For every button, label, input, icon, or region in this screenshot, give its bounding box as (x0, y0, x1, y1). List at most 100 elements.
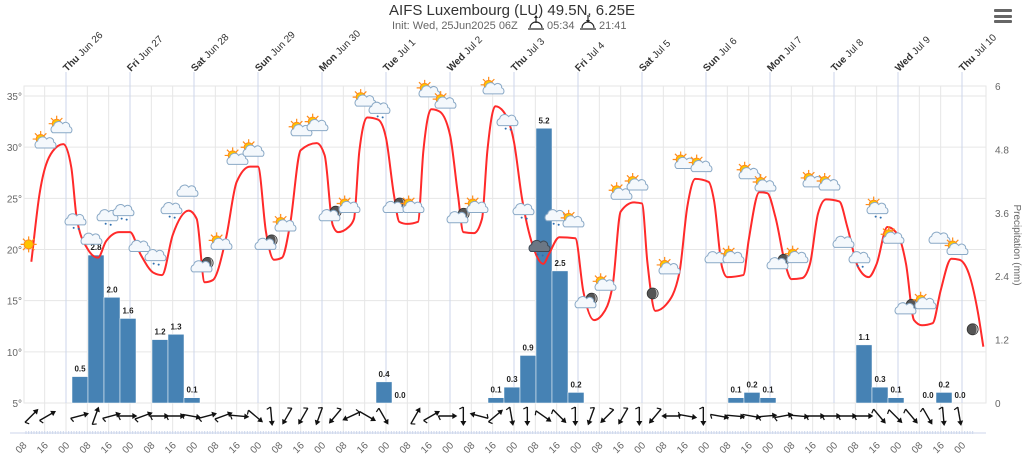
cloud-icon (832, 235, 855, 248)
hour-tick-label: 16 (931, 440, 947, 456)
precipitation-bar (71, 376, 89, 404)
precipitation-bar (119, 318, 137, 404)
rain-icon (120, 217, 128, 221)
hour-tick-label: 00 (120, 440, 136, 456)
sun-icon (20, 235, 38, 253)
wind-barb (938, 406, 943, 410)
wind-arrow-head (314, 419, 321, 426)
wind-barb (725, 414, 729, 420)
wind-barb (317, 406, 323, 409)
wind-barb (486, 413, 489, 419)
cloud-icon (80, 232, 103, 245)
wind-arrow-icon (375, 407, 389, 425)
wind-barb (246, 410, 250, 415)
wind-barb (757, 416, 762, 421)
wind-barb (919, 407, 924, 413)
day-label: MonJul 7 (765, 34, 805, 74)
sun-cloud-icon (272, 213, 297, 232)
precipitation-bar (871, 386, 889, 404)
precipitation-bar (727, 397, 745, 404)
rain-icon (376, 115, 384, 119)
wind-arrow-icon (314, 406, 324, 426)
wind-barb (837, 415, 841, 421)
wind-barb (102, 417, 107, 423)
wind-arrow-head (83, 411, 89, 418)
hour-tick-label: 08 (846, 440, 862, 456)
cloud-rain-icon (848, 251, 871, 268)
day-label-date: Jun 28 (202, 32, 231, 61)
wind-arrow-icon (134, 411, 153, 423)
day-label-date: Jun 26 (76, 30, 105, 59)
wind-barb (677, 414, 681, 419)
wind-arrow-icon (70, 411, 89, 423)
precipitation-bar-label: 0.1 (490, 386, 502, 395)
moon-icon (646, 287, 659, 300)
left-axis-tick: 5° (12, 399, 22, 410)
precipitation-bar-label: 5.2 (538, 116, 550, 125)
wind-barb (287, 407, 292, 409)
cloud-icon (690, 159, 713, 173)
day-label: TueJul 1 (381, 37, 418, 74)
cloud-icon (754, 179, 777, 192)
cloud-icon (112, 204, 135, 217)
precipitation-bar (567, 392, 585, 404)
hour-tick-label: 16 (675, 440, 691, 456)
day-label-weekday: Sun (253, 53, 274, 74)
hour-tick-label: 08 (910, 440, 926, 456)
wind-arrow-head (691, 413, 698, 420)
wind-barb (609, 407, 614, 411)
cloud-icon (176, 184, 199, 197)
day-label: FriJul 4 (573, 40, 607, 74)
day-label-weekday: Tue (381, 54, 401, 74)
wind-arrow-icon (886, 409, 903, 424)
hour-tick-label: 16 (227, 440, 243, 456)
wind-arrow-icon (757, 412, 778, 421)
hour-tick-label: 00 (632, 440, 648, 456)
wind-arrow-icon (410, 407, 421, 425)
day-label-weekday: Thu (61, 53, 82, 74)
cloud-icon (946, 242, 969, 255)
day-label-weekday: Thu (509, 53, 530, 74)
precipitation-bar-label: 0.1 (730, 386, 742, 395)
cloud-rain-icon (64, 213, 87, 230)
wind-arrow-head (560, 417, 567, 424)
hour-tick-label: 16 (163, 440, 179, 456)
hour-tick-label: 08 (334, 440, 350, 456)
cloud-icon (446, 211, 469, 224)
day-label-date: Jun 30 (334, 28, 363, 57)
right-axis-tick: 0 (995, 399, 1001, 410)
hour-tick-label: 16 (547, 440, 563, 456)
precipitation-bar (551, 270, 569, 404)
wind-arrows (24, 406, 964, 426)
sunrise-icon (528, 15, 544, 30)
day-label: SunJul 6 (701, 36, 740, 75)
wind-arrow-head (460, 421, 467, 426)
day-label-date: Jul 7 (782, 34, 805, 57)
cloud-icon (496, 113, 519, 127)
precipitation-bar (743, 392, 761, 404)
wind-arrow-head (545, 416, 552, 422)
precipitation-bar-label: 0.0 (954, 391, 966, 400)
cloud-icon (64, 213, 87, 226)
day-label-date: Jul 5 (650, 38, 673, 61)
wind-arrow-icon (246, 409, 263, 423)
wind-barb (699, 406, 704, 410)
cloud-icon (128, 239, 151, 252)
precipitation-bar-label: 1.6 (122, 306, 134, 315)
hour-tick-label: 16 (291, 440, 307, 456)
wind-arrow-head (328, 417, 335, 424)
hour-tick-label: 08 (462, 440, 478, 456)
cloud-icon (128, 239, 151, 252)
wind-arrow-head (497, 409, 503, 416)
sun-cloud-icon (688, 153, 713, 173)
hamburger-menu-icon[interactable] (994, 9, 1012, 23)
wind-arrow-icon (635, 406, 643, 426)
day-label-weekday: Thu (957, 53, 978, 74)
wind-arrow-head (50, 410, 56, 417)
wind-arrow-icon (117, 413, 138, 421)
day-label: FriJun 27 (125, 34, 165, 74)
wind-barb (24, 421, 30, 425)
wind-barb (134, 418, 139, 423)
wind-arrow-icon (181, 413, 202, 420)
precipitation-bar-label: 0.4 (378, 370, 390, 379)
